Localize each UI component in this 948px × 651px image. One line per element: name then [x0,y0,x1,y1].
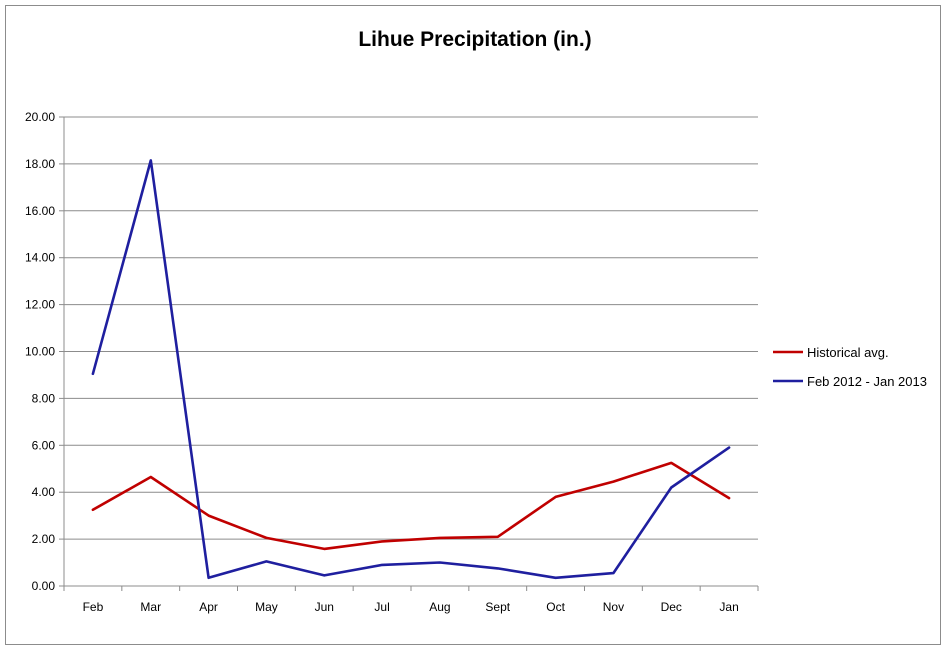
x-tick-label: Apr [199,600,218,614]
x-tick-label: Jul [374,600,389,614]
axes [59,116,759,591]
y-tick-label: 16.00 [25,204,55,218]
x-tick-label: Nov [603,600,624,614]
chart-title: Lihue Precipitation (in.) [358,28,591,51]
legend: Historical avg. Feb 2012 - Jan 2013 [773,345,927,389]
y-tick-label: 18.00 [25,157,55,171]
x-tick-label: Dec [661,600,682,614]
x-tick-label: Oct [546,600,565,614]
y-tick-label: 14.00 [25,251,55,265]
y-tick-label: 2.00 [32,532,56,546]
legend-label-1: Feb 2012 - Jan 2013 [807,374,927,389]
x-tick-label: Aug [429,600,450,614]
x-axis-tick-labels: Feb Mar Apr May Jun Jul Aug Sept Oct Nov Dec Jan [83,600,739,614]
y-tick-label: 8.00 [32,391,56,405]
x-tick-label: Mar [140,600,161,614]
y-tick-label: 0.00 [32,579,56,593]
series-line-0 [91,461,731,551]
x-tick-label: Feb [83,600,104,614]
series-lines [91,159,731,580]
y-tick-label: 10.00 [25,345,55,359]
x-tick-label: Sept [485,600,510,614]
x-tick-label: May [255,600,278,614]
y-tick-label: 12.00 [25,298,55,312]
y-tick-label: 4.00 [32,485,56,499]
series-line-1 [91,159,731,580]
y-tick-label: 20.00 [25,110,55,124]
y-axis-tick-labels: 0.00 2.00 4.00 6.00 8.00 10.00 12.00 14.00 16.00… [25,110,55,593]
x-tick-label: Jun [315,600,334,614]
legend-label-0: Historical avg. [807,345,889,360]
gridlines [64,116,758,540]
y-tick-label: 6.00 [32,438,56,452]
x-tick-label: Jan [719,600,738,614]
